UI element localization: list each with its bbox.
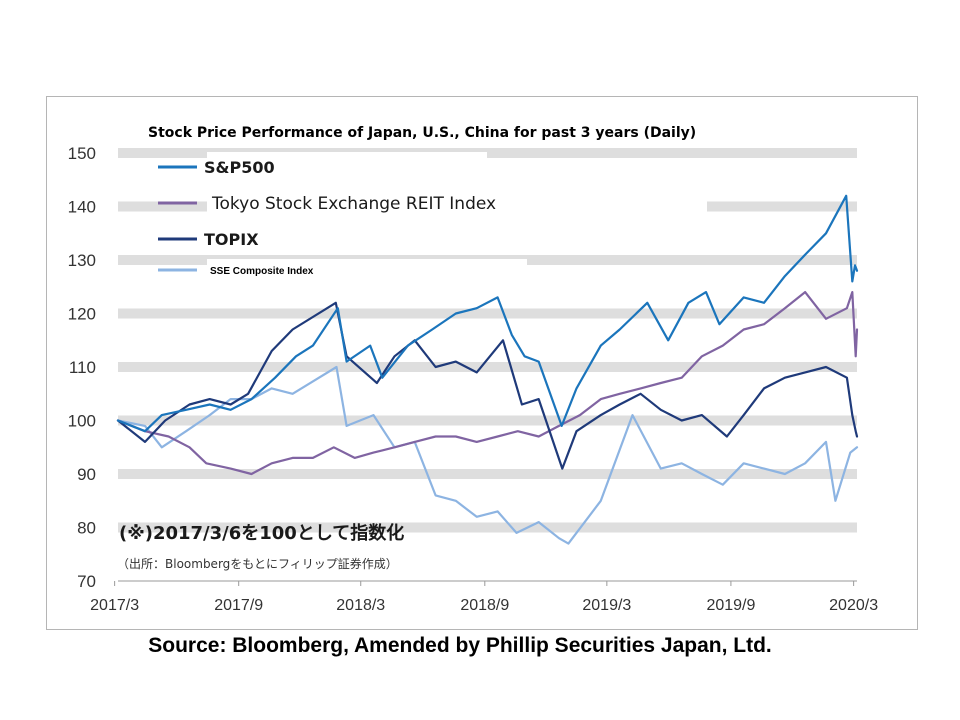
x-tick-label: 2017/3: [90, 597, 139, 614]
legend-label: Tokyo Stock Exchange REIT Index: [211, 194, 496, 214]
axes: 150 140 130 120 110 100 90 80 70 2017/3 2017/9 2018…: [68, 144, 879, 614]
x-tick-label: 2019/9: [706, 597, 755, 614]
legend: S&P500 Tokyo Stock Exchange REIT Index TOP…: [158, 152, 707, 281]
y-tick-label: 70: [77, 572, 96, 591]
grid-band: [118, 362, 857, 372]
legend-label: TOPIX: [204, 230, 259, 249]
source-note: Source: Bloomberg, Amended by Phillip Se…: [148, 634, 772, 657]
grid-band: [118, 415, 857, 426]
y-tick-label: 120: [68, 305, 96, 324]
x-tick-label: 2019/3: [582, 597, 631, 614]
legend-bg: [207, 188, 707, 218]
x-tick-label: 2018/3: [336, 597, 385, 614]
y-tick-label: 140: [68, 198, 96, 217]
chart-frame: 150 140 130 120 110 100 90 80 70 2017/3 2017/9 2018…: [46, 96, 918, 630]
chart-title: Stock Price Performance of Japan, U.S., …: [148, 125, 696, 141]
legend-bg: [207, 152, 487, 182]
legend-label: SSE Composite Index: [210, 266, 314, 277]
series-lines: [116, 194, 859, 545]
grid-band: [118, 308, 857, 319]
x-tick-label: 2018/9: [460, 597, 509, 614]
y-tick-label: 100: [68, 412, 96, 431]
x-tick-label: 2020/3: [829, 597, 878, 614]
y-tick-label: 90: [77, 465, 96, 484]
grid-band: [118, 522, 857, 533]
y-tick-label: 130: [68, 251, 96, 270]
series-line-2: [116, 301, 859, 470]
x-tick-label: 2017/9: [214, 597, 263, 614]
legend-label: S&P500: [204, 158, 275, 177]
annotation-main: (※)2017/3/6を100として指数化: [119, 522, 404, 544]
annotation-sub: （出所：Bloombergをもとにフィリップ証券作成）: [117, 556, 398, 571]
y-tick-label: 110: [69, 358, 96, 377]
series-line-0: [116, 194, 859, 433]
series-line-1: [116, 291, 859, 476]
series-line-3: [116, 365, 859, 545]
legend-bg: [207, 259, 527, 281]
grid-band: [118, 469, 857, 479]
y-tick-label: 150: [68, 144, 96, 163]
legend-bg: [207, 224, 487, 254]
y-tick-label: 80: [77, 519, 96, 538]
chart-svg: 150 140 130 120 110 100 90 80 70 2017/3 2017/9 2018…: [68, 125, 879, 614]
grid-band: [118, 148, 857, 158]
